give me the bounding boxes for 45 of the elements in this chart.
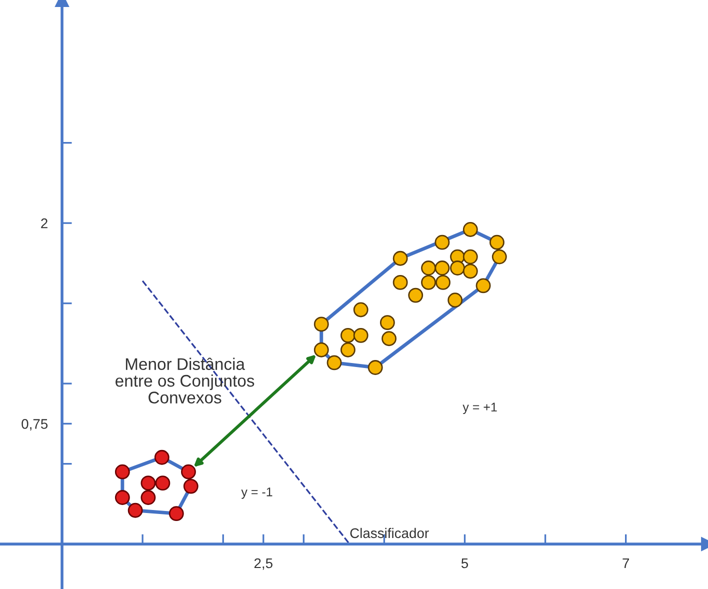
point xyxy=(140,490,156,505)
point xyxy=(114,464,130,480)
point xyxy=(114,490,130,505)
point xyxy=(340,342,356,358)
point xyxy=(462,249,478,264)
point xyxy=(450,260,465,276)
x-tick-label: 7 xyxy=(622,558,630,568)
point xyxy=(168,506,184,522)
point xyxy=(155,476,170,491)
point xyxy=(392,275,408,290)
x-tick-label: 2,5 xyxy=(254,558,272,570)
point xyxy=(392,250,408,266)
point xyxy=(353,328,368,343)
point xyxy=(476,278,491,294)
point xyxy=(492,249,507,264)
y-tick-label: 0,75 xyxy=(22,419,48,431)
point xyxy=(436,275,450,290)
point xyxy=(181,464,196,480)
point xyxy=(340,328,356,343)
point xyxy=(434,260,450,276)
point xyxy=(448,292,463,308)
y-tick-label: 2 xyxy=(41,218,48,228)
point xyxy=(421,260,436,276)
point xyxy=(380,315,395,330)
point xyxy=(183,478,198,494)
point xyxy=(490,234,504,250)
annotation: Menor Distância entre os Conjuntos Convexos xyxy=(116,358,254,404)
point xyxy=(314,316,329,332)
point xyxy=(408,288,424,303)
point xyxy=(314,342,329,358)
point xyxy=(326,355,342,370)
series-label: Classificador xyxy=(350,528,429,538)
point xyxy=(353,302,368,318)
point xyxy=(128,502,143,518)
point xyxy=(462,222,478,237)
point xyxy=(421,275,436,290)
point xyxy=(382,331,396,346)
point xyxy=(434,234,450,250)
annotation: y = +1 xyxy=(462,402,497,414)
point xyxy=(154,450,170,465)
point xyxy=(462,264,478,279)
x-tick-label: 5 xyxy=(461,558,468,568)
annotation: y = -1 xyxy=(241,488,272,499)
point xyxy=(368,360,383,375)
point xyxy=(140,476,156,491)
